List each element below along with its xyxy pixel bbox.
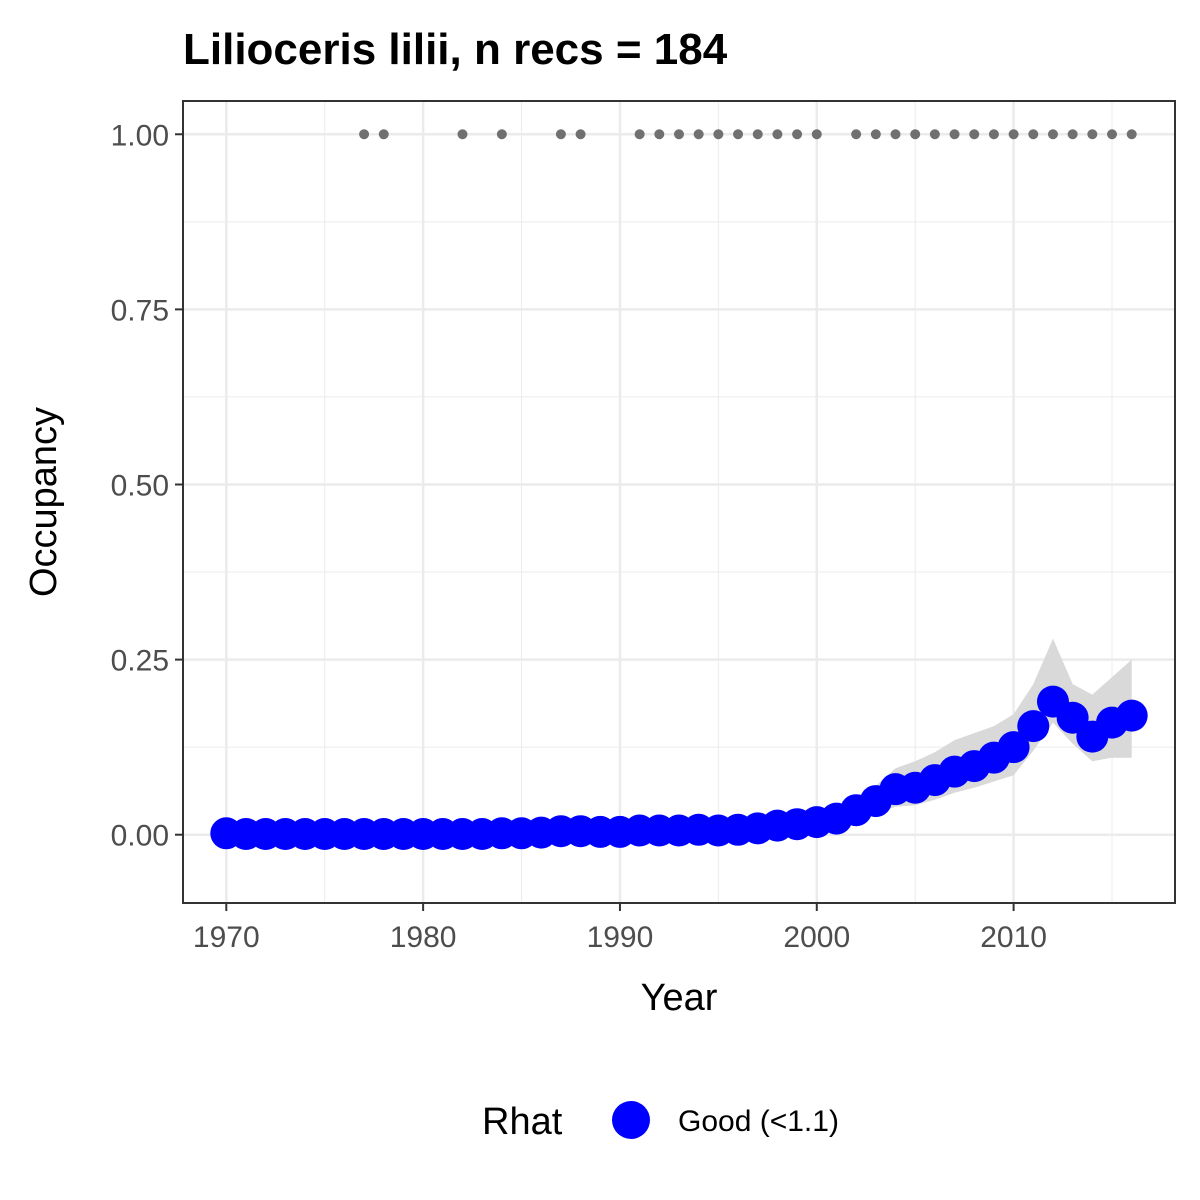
record-marker — [1008, 129, 1019, 140]
legend-key-good — [612, 1101, 650, 1139]
record-marker — [1126, 129, 1137, 140]
record-marker — [713, 129, 724, 140]
x-tick-label: 1980 — [390, 921, 457, 954]
record-marker — [1047, 129, 1058, 140]
record-marker — [811, 129, 822, 140]
record-marker — [457, 129, 468, 140]
record-marker — [733, 129, 744, 140]
record-marker — [1067, 129, 1078, 140]
record-marker — [359, 129, 370, 140]
record-marker — [654, 129, 665, 140]
record-marker — [792, 129, 803, 140]
x-tick-label: 1990 — [587, 921, 654, 954]
record-marker — [988, 129, 999, 140]
y-tick-label: 0.50 — [111, 469, 169, 502]
record-marker — [772, 129, 783, 140]
x-axis-title: Year — [641, 977, 718, 1019]
axis-layer: 1970 1980 1990 2000 2010 0.00 0.25 0.50 0.75 1.00 — [111, 119, 1047, 954]
occupancy-points-layer — [210, 685, 1148, 851]
plot-border — [182, 100, 1176, 904]
y-axis-title: Occupancy — [23, 407, 65, 597]
record-marker — [496, 129, 507, 140]
record-marker — [1107, 129, 1118, 140]
legend: Rhat Good (<1.1) — [482, 1101, 839, 1143]
y-tick-label: 0.25 — [111, 645, 169, 678]
record-marker — [890, 129, 901, 140]
record-marker — [851, 129, 862, 140]
chart-title: Lilioceris lilii, n recs = 184 — [183, 25, 728, 74]
record-marker — [555, 129, 566, 140]
record-marker — [575, 129, 586, 140]
x-tick-label: 2010 — [980, 921, 1047, 954]
y-tick-label: 0.75 — [111, 294, 169, 327]
record-marker — [929, 129, 940, 140]
legend-title: Rhat — [482, 1101, 563, 1143]
record-marker — [910, 129, 921, 140]
record-marker — [949, 129, 960, 140]
record-marker — [634, 129, 645, 140]
y-tick-label: 1.00 — [111, 119, 169, 152]
records-layer — [359, 129, 1137, 140]
record-marker — [752, 129, 763, 140]
occupancy-point — [997, 731, 1030, 764]
record-marker — [693, 129, 704, 140]
y-tick-label: 0.00 — [111, 820, 169, 853]
record-marker — [674, 129, 684, 140]
record-marker — [1028, 129, 1039, 140]
occupancy-point — [1017, 710, 1050, 743]
record-marker — [870, 129, 881, 140]
record-marker — [378, 129, 389, 140]
record-marker — [1087, 129, 1098, 140]
occupancy-point — [1115, 699, 1148, 732]
x-tick-label: 1970 — [193, 921, 260, 954]
x-tick-label: 2000 — [783, 921, 850, 954]
record-marker — [969, 129, 980, 140]
legend-label-good: Good (<1.1) — [678, 1105, 839, 1138]
